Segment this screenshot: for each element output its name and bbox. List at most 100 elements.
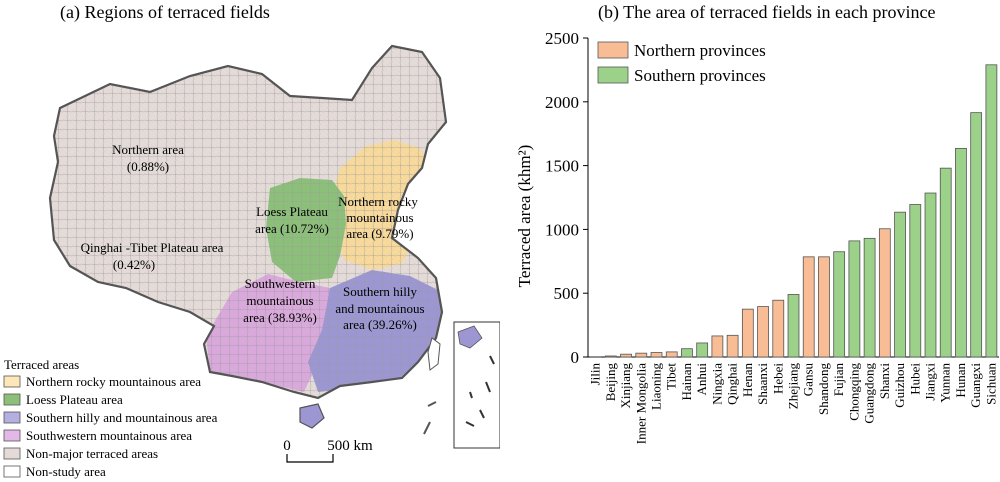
x-tick-label: Shaanxi [755, 363, 770, 405]
x-tick-label: Inner Mongolia [633, 363, 648, 444]
chart-legend-label: Northern provinces [634, 41, 766, 60]
x-tick-label: Guizhou [892, 363, 907, 408]
map-legend-swatch [3, 447, 21, 460]
scale-label: 500 km [327, 438, 373, 454]
chart-legend: Northern provinces Southern provinces [597, 41, 766, 85]
country-border [48, 44, 448, 400]
x-tick-label: Zhejiang [786, 363, 801, 410]
x-tick-label: Shandong [816, 363, 831, 416]
x-tick-label: Gansu [801, 363, 816, 397]
qinghai-tibet-share: (0.42%) [113, 257, 155, 272]
y-tick-label: 0 [571, 348, 580, 367]
y-tick-label: 2500 [545, 29, 579, 48]
x-tick-label: Qinghai [725, 363, 740, 405]
x-tick-label: Jiangxi [923, 363, 938, 401]
bar-hebei [772, 299, 785, 358]
southwestern-label-2: mountainous [246, 293, 313, 308]
taiwan-island [427, 337, 441, 371]
x-tick-label: Guangdong [862, 363, 877, 424]
loess-plateau-label: Loess Plateau [256, 204, 328, 219]
map-legend-swatch [3, 465, 21, 478]
northern-rocky-label: Northern rocky [338, 194, 418, 209]
x-tick-label: Ningxia [709, 363, 724, 405]
x-tick-label: Liaoning [649, 363, 664, 410]
map-panel-title: (a) Regions of terraced fields [60, 2, 270, 22]
map-legend-title: Terraced areas [4, 357, 79, 372]
bar-xinjiang [620, 353, 632, 358]
x-tick-label: Hainan [679, 363, 694, 401]
bar-hainan [681, 348, 693, 358]
bar-hubei [909, 204, 922, 358]
bar-beijing [604, 355, 617, 358]
bar-jiangxi [924, 192, 937, 358]
map-legend-label: Southwestern mountainous area [26, 428, 192, 443]
chart-panel-title: (b) The area of terraced fields in each … [598, 2, 936, 22]
map-legend-label: Non-study area [26, 464, 106, 479]
x-tick-label: Hubei [907, 363, 922, 395]
y-tick-label: 2000 [545, 93, 579, 112]
map-legend-label: Loess Plateau area [26, 392, 123, 407]
province-terraced-area-chart: 0 500 1000 1500 2000 2500 Jilin Beijing Xinjian… [515, 29, 999, 444]
map-legend-swatch [3, 411, 21, 424]
x-tick-label: Beijing [603, 363, 618, 402]
bar-liaoning [650, 352, 663, 358]
southern-hilly-label-2: and mountainous [335, 301, 424, 316]
bar-chongqing [848, 240, 861, 358]
map-legend-label: Non-major terraced areas [26, 446, 158, 461]
bar-yunnan [939, 167, 952, 358]
bar-guizhou [894, 211, 906, 358]
bar-zhejiang [787, 294, 800, 358]
bar-gansu [802, 256, 815, 358]
x-tick-label: Chongqing [846, 363, 861, 421]
x-tick-label: Xinjiang [618, 363, 633, 409]
bar-guangdong [863, 237, 876, 358]
bar-shanxi [878, 228, 891, 358]
chart-legend-label: Southern provinces [634, 66, 766, 85]
x-tick-label: Shanxi [877, 363, 892, 400]
x-tick-label: Guangxi [968, 363, 983, 408]
southwestern-label: Southwestern [245, 276, 316, 291]
hainan-island [299, 403, 325, 429]
bar-fujian [833, 251, 846, 358]
x-tick-label: Jilin [588, 363, 603, 386]
loess-plateau-share: area (10.72%) [255, 221, 329, 236]
map-legend-label: Southern hilly and mountainous area [26, 410, 218, 425]
qinghai-tibet-label: Qinghai -Tibet Plateau area [81, 240, 224, 255]
northern-rocky-share: area (9.79%) [346, 226, 413, 241]
x-tick-label: Fujian [831, 363, 846, 397]
bar-ningxia [711, 335, 724, 358]
bar-jilin [589, 356, 602, 358]
chart-legend-swatch [597, 66, 629, 84]
chart-legend-swatch [597, 41, 629, 59]
bar-inner-mongolia [635, 352, 648, 358]
bar-henan [741, 308, 754, 358]
map-legend-label: Northern rocky mountainous area [26, 374, 201, 389]
map-legend: Northern rocky mountainous area Loess Pla… [3, 374, 218, 479]
bar-guangxi [970, 112, 983, 358]
northern-rocky-label-2: mountainous [346, 210, 413, 225]
scale-bar [286, 454, 334, 463]
map-legend-swatch [3, 393, 21, 406]
southern-hilly-share: area (39.26%) [343, 317, 417, 332]
bar-series [589, 64, 998, 358]
y-axis-label: Terraced area (khm²) [515, 145, 534, 288]
map-legend-swatch [3, 375, 21, 388]
x-tick-label: Hunan [953, 363, 968, 398]
x-tick-label: Henan [740, 363, 755, 397]
y-tick-label: 500 [554, 284, 580, 303]
scale-zero: 0 [283, 438, 291, 454]
map-legend-swatch [3, 429, 21, 442]
x-tick-label: Yunnan [938, 363, 953, 403]
bar-anhui [696, 342, 709, 358]
x-tick-label: Sichuan [983, 363, 998, 405]
bar-shaanxi [757, 306, 769, 358]
x-tick-label: Tibet [664, 363, 679, 390]
bar-tibet [665, 351, 678, 358]
y-tick-label: 1500 [545, 157, 579, 176]
northern-area-name: Northern area [112, 142, 184, 157]
bar-qinghai [726, 334, 739, 358]
x-tick-label: Anhui [694, 363, 709, 396]
bar-shandong [818, 256, 830, 358]
southwestern-share: area (38.93%) [243, 310, 317, 325]
southern-hilly-label: Southern hilly [343, 284, 418, 299]
